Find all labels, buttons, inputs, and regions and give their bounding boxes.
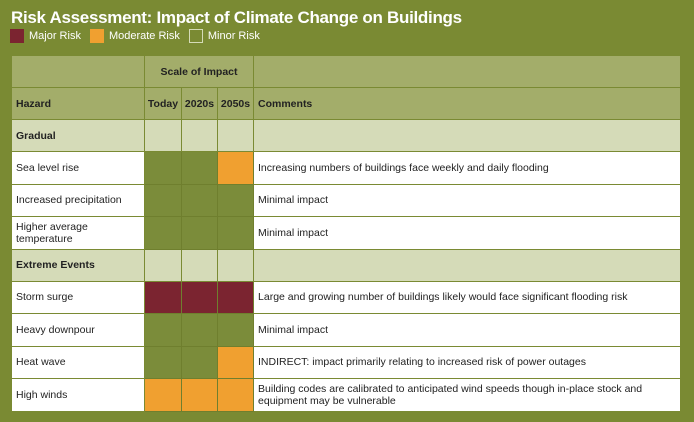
risk-cell-major — [181, 280, 218, 314]
comment: INDIRECT: impact primarily relating to i… — [253, 345, 681, 379]
hazard-row: Heavy downpour Minimal impact — [11, 313, 681, 347]
column-header-today: Today — [144, 87, 182, 120]
comment: Increasing numbers of buildings face wee… — [253, 151, 681, 185]
risk-cell-minor — [181, 345, 218, 379]
section-cell — [253, 248, 681, 282]
section-cell — [216, 248, 255, 282]
section-row: Extreme Events — [11, 248, 681, 282]
risk-cell-minor — [144, 183, 182, 217]
risk-cell-minor — [181, 151, 218, 185]
hazard-name: Sea level rise — [11, 151, 145, 185]
section-cell — [144, 248, 182, 282]
legend-moderate: Moderate Risk — [89, 29, 180, 43]
legend-swatch-minor — [188, 29, 203, 43]
risk-cell-minor — [144, 345, 182, 379]
column-header-2050s: 2050s — [216, 87, 255, 120]
section-cell — [181, 248, 218, 282]
risk-cell-moderate — [216, 345, 255, 379]
legend: Major Risk Moderate Risk Minor Risk — [10, 29, 269, 43]
hazard-row: Heat wave INDIRECT: impact primarily rela… — [11, 345, 681, 379]
risk-cell-minor — [144, 151, 182, 185]
comment: Minimal impact — [253, 313, 681, 347]
hazard-row: Storm surge Large and growing number of b… — [11, 280, 681, 314]
risk-cell-major — [216, 280, 255, 314]
risk-cell-minor — [216, 183, 255, 217]
legend-label: Minor Risk — [207, 30, 260, 42]
hazard-name: Increased precipitation — [11, 183, 145, 217]
hazard-row: Sea level rise Increasing numbers of buil… — [11, 151, 681, 185]
legend-minor: Minor Risk — [188, 29, 260, 43]
hazard-row: High winds Building codes are calibrated … — [11, 378, 681, 412]
legend-major: Major Risk — [10, 29, 81, 43]
risk-cell-minor — [144, 216, 182, 250]
hazard-name: Higher average temperature — [11, 216, 145, 250]
risk-cell-moderate — [216, 378, 255, 412]
risk-cell-minor — [216, 313, 255, 347]
legend-swatch-major — [10, 29, 24, 43]
legend-label: Moderate Risk — [108, 30, 180, 42]
column-header-hazard: Hazard — [11, 87, 145, 120]
section-row: Gradual — [11, 119, 681, 152]
header-empty — [253, 55, 681, 88]
risk-cell-minor — [181, 183, 218, 217]
hazard-name: High winds — [11, 378, 145, 412]
header-row-columns: Hazard Today 2020s 2050s Comments — [11, 87, 681, 120]
column-header-2020s: 2020s — [181, 87, 218, 120]
risk-cell-moderate — [144, 378, 182, 412]
hazard-name: Storm surge — [11, 280, 145, 314]
hazard-row: Increased precipitation Minimal impact — [11, 183, 681, 217]
comment: Minimal impact — [253, 183, 681, 217]
hazard-name: Heavy downpour — [11, 313, 145, 347]
risk-cell-moderate — [216, 151, 255, 185]
comment: Building codes are calibrated to anticip… — [253, 378, 681, 412]
header-empty — [11, 55, 145, 88]
section-cell — [144, 119, 182, 152]
comment: Large and growing number of buildings li… — [253, 280, 681, 314]
section-cell — [216, 119, 255, 152]
legend-label: Major Risk — [29, 30, 81, 42]
risk-cell-moderate — [181, 378, 218, 412]
comment: Minimal impact — [253, 216, 681, 250]
header-row-scale: Scale of Impact — [11, 55, 681, 88]
scale-of-impact-header: Scale of Impact — [143, 55, 255, 88]
section-cell — [253, 119, 681, 152]
page-title: Risk Assessment: Impact of Climate Chang… — [11, 8, 462, 27]
section-title: Extreme Events — [11, 248, 145, 282]
section-title: Gradual — [11, 119, 145, 152]
hazard-row: Higher average temperature Minimal impact — [11, 216, 681, 250]
risk-cell-minor — [181, 313, 218, 347]
legend-swatch-moderate — [89, 29, 104, 43]
hazard-name: Heat wave — [11, 345, 145, 379]
section-cell — [181, 119, 218, 152]
risk-cell-minor — [144, 313, 182, 347]
risk-table: Scale of Impact Hazard Today 2020s 2050s… — [11, 55, 681, 412]
column-header-comments: Comments — [253, 87, 681, 120]
risk-cell-minor — [216, 216, 255, 250]
risk-cell-major — [144, 280, 182, 314]
risk-cell-minor — [181, 216, 218, 250]
